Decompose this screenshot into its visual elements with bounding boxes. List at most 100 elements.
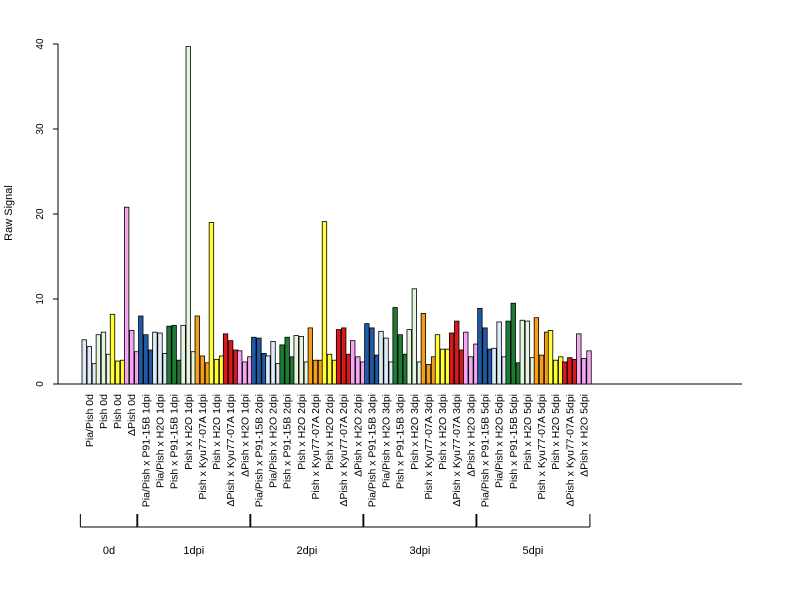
category-label: ΔPish x H2O 1dpi (239, 394, 251, 477)
y-tick-label: 10 (35, 293, 46, 305)
bar (425, 364, 432, 385)
group-label: 0d (103, 545, 115, 557)
bar (138, 315, 144, 385)
category-label: Pish x H2O 3dpi (409, 394, 421, 470)
bar (547, 330, 554, 385)
category-label: Pia/Pish x H2O 2dpi (268, 394, 280, 488)
bar (482, 327, 488, 385)
y-tick-label: 0 (35, 381, 46, 387)
bar (335, 329, 342, 385)
bar (95, 334, 102, 385)
category-label: Pish x P91-15B 3dpi (395, 394, 407, 489)
bar (81, 339, 87, 385)
bar (194, 315, 200, 385)
category-label: Pia/Pish x H2O 3dpi (381, 394, 393, 488)
bar (383, 337, 389, 385)
bar (256, 337, 262, 385)
category-label: Pish x H2O 1dpi (211, 394, 223, 470)
bar (510, 302, 516, 385)
bar (213, 358, 220, 385)
bar (567, 357, 573, 385)
bar (355, 356, 361, 385)
bar (576, 333, 582, 385)
bar (227, 340, 234, 385)
bar (533, 317, 540, 385)
bar (166, 325, 172, 385)
category-label: ΔPish x Kyu77-07A 2dpi (338, 394, 350, 507)
bar (392, 307, 398, 385)
bar (463, 331, 469, 385)
bar (237, 350, 243, 385)
group-label: 5dpi (523, 545, 544, 557)
group-label: 3dpi (410, 545, 431, 557)
y-tick-label: 30 (35, 123, 46, 135)
bar (265, 355, 271, 385)
bar (439, 348, 446, 385)
bar (251, 336, 257, 385)
bar (341, 327, 347, 385)
category-label: Pia/Pish x P91-15B 1dpi (140, 394, 152, 507)
bar (420, 313, 427, 385)
bar (86, 346, 92, 385)
bar (519, 319, 525, 385)
bar (586, 350, 592, 385)
category-label: Pia/Pish x P91-15B 3dpi (366, 394, 378, 507)
bar (397, 334, 403, 385)
bar (307, 327, 313, 385)
bar (157, 332, 163, 385)
bar (321, 221, 328, 385)
bar (242, 361, 248, 385)
bar (152, 331, 158, 385)
bar (378, 330, 384, 385)
category-label: Pish x H2O 2dpi (324, 394, 336, 470)
bar (171, 324, 177, 385)
category-label: Pish x Kyu77-07A 3dpi (423, 394, 435, 500)
bar (270, 341, 276, 385)
bar (552, 359, 559, 385)
category-label: Pia/Pish x P91-15B 2dpi (253, 394, 265, 507)
bar (454, 320, 460, 385)
bar (114, 360, 121, 385)
category-label: Pia/Pish x H2O 1dpi (155, 394, 167, 488)
bar (185, 46, 191, 385)
bar (496, 321, 502, 385)
category-label: Pish x H2O 1dpi (183, 394, 195, 470)
category-label: ΔPish x Kyu77-07A 3dpi (451, 394, 463, 507)
y-tick-label: 20 (35, 208, 46, 220)
group-label: 2dpi (296, 545, 317, 557)
bar (208, 222, 215, 385)
bar (109, 313, 116, 385)
category-label: ΔPish x H2O 3dpi (465, 394, 477, 477)
bar (284, 336, 290, 385)
bar (538, 354, 545, 385)
bar (279, 344, 285, 385)
category-label: ΔPish 0d (126, 394, 138, 436)
bar (143, 334, 149, 385)
bar (326, 353, 333, 385)
category-label: Pish x H2O 2dpi (296, 394, 308, 470)
category-label: Pia/Pish x P91-15B 5dpi (479, 394, 491, 507)
bar (524, 320, 531, 385)
y-axis-label: Raw Signal (3, 185, 15, 241)
bar (129, 330, 135, 385)
bar (411, 288, 417, 385)
category-label: Pish x H2O 5dpi (550, 394, 562, 470)
bar (468, 356, 474, 385)
group-label: 1dpi (183, 545, 204, 557)
group-brackets: 0d 1dpi 2dpi 3dpi 5dpi (79, 514, 591, 557)
bar (298, 335, 304, 385)
bar (505, 320, 511, 385)
category-label: ΔPish x H2O 2dpi (352, 394, 364, 477)
y-axis: 0 10 20 30 40 (35, 38, 59, 387)
bar (350, 340, 356, 385)
bar (406, 329, 412, 385)
category-label: Pish x H2O 3dpi (437, 394, 449, 470)
bar (562, 361, 568, 385)
bar (312, 359, 319, 385)
bar (581, 358, 587, 385)
category-label: ΔPish x Kyu77-07A 5dpi (564, 394, 576, 507)
category-label: Pish 0d (112, 394, 124, 429)
bar (434, 334, 441, 385)
